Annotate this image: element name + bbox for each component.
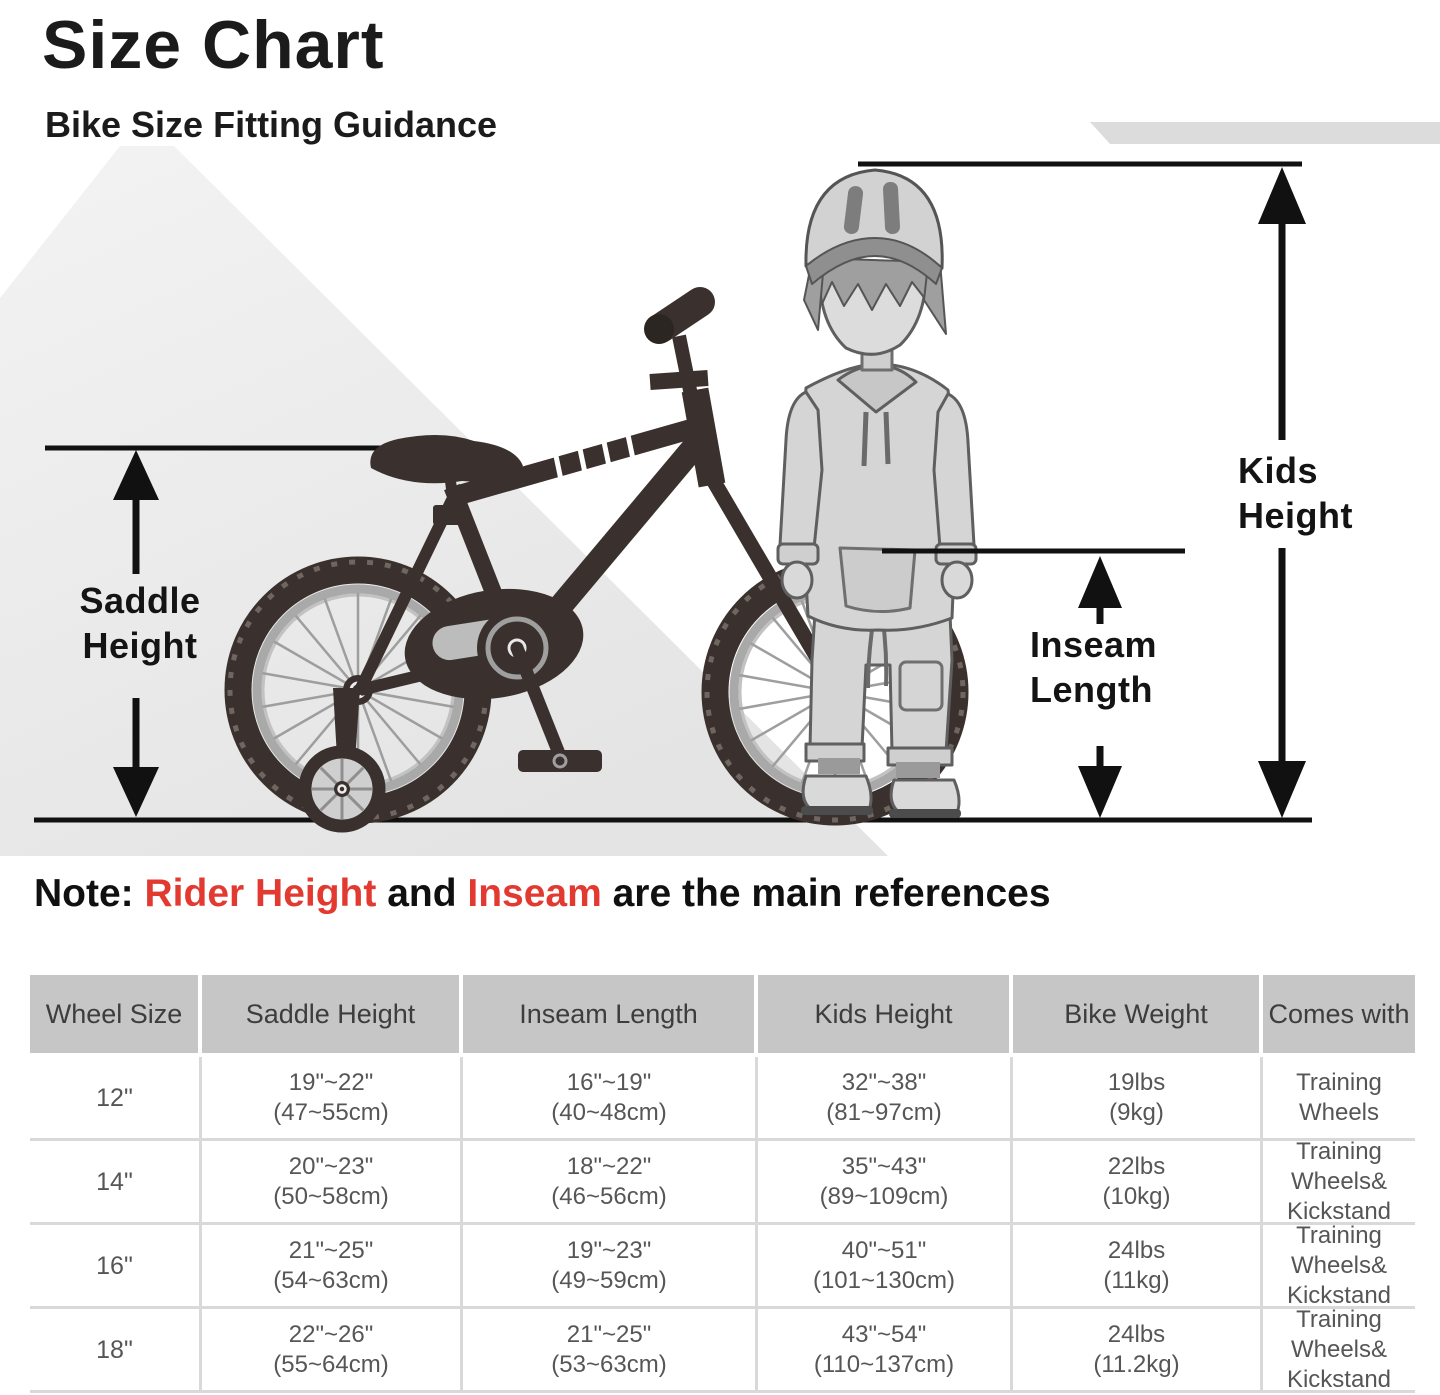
page-title: Size Chart — [42, 7, 385, 83]
saddle-height-arrow — [113, 450, 159, 817]
kid-pants — [808, 610, 954, 754]
header-cell-bike-weight: Bike Weight — [1013, 975, 1263, 1053]
helmet-band — [805, 237, 943, 285]
table-row: 14" 20"~23" (50~58cm) 18"~22" (46~56cm) … — [30, 1137, 1415, 1225]
chain-guard — [404, 588, 584, 700]
background-wedge — [0, 146, 888, 856]
helmet-vent — [843, 186, 864, 234]
table-cell: 18" — [30, 1309, 202, 1390]
training-wheel — [298, 745, 386, 833]
header-cell-saddle-height: Saddle Height — [202, 975, 463, 1053]
note-line: Note: Rider Height and Inseam are the ma… — [34, 872, 1051, 916]
table-header-row: Wheel Size Saddle Height Inseam Length K… — [30, 975, 1415, 1053]
table-cell: 16"~19" (40~48cm) — [463, 1057, 758, 1138]
table-cell: 14" — [30, 1141, 202, 1222]
table-cell: 20"~23" (50~58cm) — [202, 1141, 463, 1222]
kangaroo-pocket — [838, 546, 917, 614]
saddle — [370, 434, 523, 484]
table-cell: 35"~43" (89~109cm) — [758, 1141, 1013, 1222]
table-cell: 24lbs (11.2kg) — [1013, 1309, 1263, 1390]
kids-height-arrow — [1258, 167, 1306, 818]
note-label: Note: — [34, 872, 145, 915]
note-highlight-inseam: Inseam — [467, 872, 602, 915]
header-cell-kids-height: Kids Height — [758, 975, 1013, 1053]
kid-shoes — [801, 774, 961, 818]
table-cell: 22"~26" (55~64cm) — [202, 1309, 463, 1390]
note-text-and: and — [376, 872, 468, 915]
table-row: 12" 19"~22" (47~55cm) 16"~19" (40~48cm) … — [30, 1057, 1415, 1141]
kid-illustration — [776, 168, 978, 818]
table-cell: Training Wheels& Kickstand — [1286, 1305, 1392, 1393]
header-cell-inseam-length: Inseam Length — [463, 975, 758, 1053]
inseam-length-label: Inseam Length — [1030, 624, 1158, 710]
table-cell: 19"~23" (49~59cm) — [463, 1225, 758, 1306]
table-cell: 32"~38" (81~97cm) — [758, 1057, 1013, 1138]
table-cell: Training Wheels — [1296, 1068, 1382, 1126]
helmet-vent — [883, 181, 900, 234]
table-cell: 40"~51" (101~130cm) — [758, 1225, 1013, 1306]
saddle-height-label: Saddle Height — [79, 580, 201, 666]
background-top-band — [1090, 122, 1440, 144]
table-row: 18" 22"~26" (55~64cm) 21"~25" (53~63cm) … — [30, 1305, 1415, 1393]
table-row: 16" 21"~25" (54~63cm) 19"~23" (49~59cm) … — [30, 1221, 1415, 1309]
table-cell: 21"~25" (54~63cm) — [202, 1225, 463, 1306]
bike-fitting-diagram — [0, 122, 1440, 856]
table-cell: 24lbs (11kg) — [1013, 1225, 1263, 1306]
table-cell: Training Wheels& Kickstand — [1286, 1137, 1392, 1225]
cargo-pocket — [898, 660, 944, 712]
pedal — [518, 750, 602, 772]
table-cell: 18"~22" (46~56cm) — [463, 1141, 758, 1222]
table-cell: 43"~54" (110~137cm) — [758, 1309, 1013, 1390]
size-table: Wheel Size Saddle Height Inseam Length K… — [30, 975, 1415, 1393]
inseam-length-arrow — [1078, 556, 1122, 818]
table-cell: 12" — [30, 1057, 202, 1138]
table-cell: 22lbs (10kg) — [1013, 1141, 1263, 1222]
note-highlight-rider-height: Rider Height — [144, 872, 377, 915]
table-cell: 19"~22" (47~55cm) — [202, 1057, 463, 1138]
header-cell-comes-with: Comes with — [1263, 975, 1415, 1053]
kids-height-label: Kids Height — [1238, 450, 1353, 536]
note-suffix: are the main references — [601, 872, 1051, 915]
table-cell: 19lbs (9kg) — [1013, 1057, 1263, 1138]
table-cell: 16" — [30, 1225, 202, 1306]
page-subtitle: Bike Size Fitting Guidance — [45, 104, 498, 145]
header-cell-wheel-size: Wheel Size — [30, 975, 202, 1053]
table-cell: 21"~25" (53~63cm) — [463, 1309, 758, 1390]
table-cell: Training Wheels& Kickstand — [1286, 1221, 1392, 1309]
